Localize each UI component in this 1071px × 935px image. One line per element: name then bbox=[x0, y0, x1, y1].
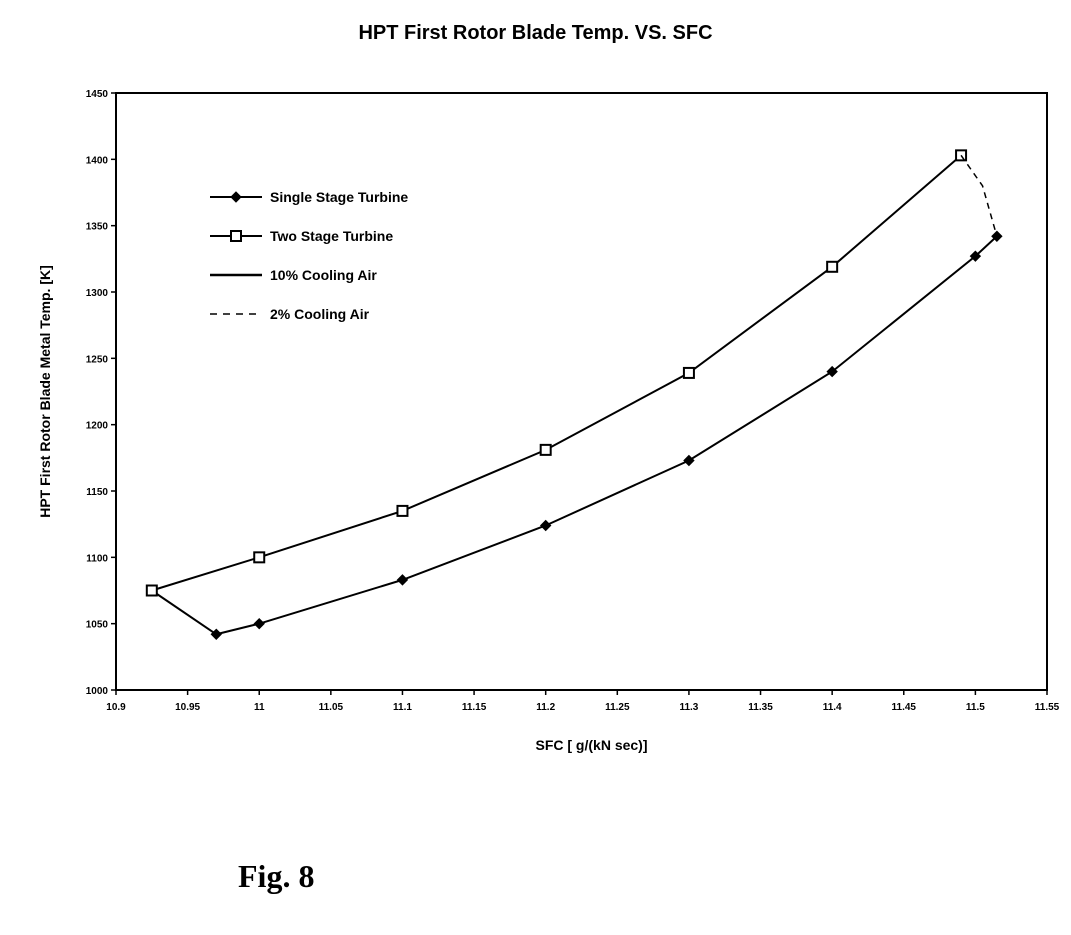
y-tick-label: 1100 bbox=[86, 553, 108, 564]
x-tick-label: 11.35 bbox=[748, 702, 773, 713]
data-point bbox=[539, 519, 552, 532]
legend-item: 2% Cooling Air bbox=[210, 306, 370, 322]
data-point bbox=[826, 365, 838, 378]
y-tick-label: 1400 bbox=[86, 155, 109, 166]
legend-marker bbox=[230, 191, 242, 203]
y-tick-label: 1150 bbox=[86, 487, 108, 498]
figure-label: Fig. 8 bbox=[238, 858, 315, 894]
y-axis-label: HPT First Rotor Blade Metal Temp. [K] bbox=[37, 265, 53, 518]
legend-item: Single Stage Turbine bbox=[210, 189, 408, 205]
legend-label: 10% Cooling Air bbox=[270, 267, 377, 283]
legend-label: 2% Cooling Air bbox=[270, 306, 370, 322]
data-point bbox=[396, 574, 409, 586]
series-line bbox=[151, 154, 962, 592]
axes bbox=[115, 92, 1048, 691]
x-tick-label: 11.2 bbox=[536, 702, 555, 713]
data-point bbox=[969, 250, 982, 262]
series-1 bbox=[145, 149, 968, 597]
plot-frame bbox=[115, 92, 1048, 691]
data-point bbox=[826, 260, 839, 273]
legend-item: 10% Cooling Air bbox=[210, 267, 377, 283]
y-tick-label: 1200 bbox=[86, 421, 109, 432]
x-tick-label: 10.95 bbox=[175, 702, 200, 713]
data-point bbox=[683, 454, 695, 467]
x-tick-label: 11.15 bbox=[462, 702, 487, 713]
x-tick-label: 11.05 bbox=[319, 702, 344, 713]
data-point bbox=[539, 443, 552, 456]
cooling-line-path bbox=[960, 154, 998, 237]
x-axis-label: SFC [ g/(kN sec)] bbox=[535, 737, 647, 753]
y-tick-label: 1000 bbox=[86, 686, 109, 697]
x-tick-label: 11.25 bbox=[605, 702, 630, 713]
x-tick-label: 11.1 bbox=[393, 702, 412, 713]
x-tick-label: 11.45 bbox=[892, 702, 917, 713]
series-0 bbox=[146, 230, 1003, 640]
legend-item: Two Stage Turbine bbox=[210, 228, 393, 244]
y-tick-label: 1450 bbox=[86, 89, 109, 100]
data-point bbox=[991, 230, 1003, 242]
y-tick-label: 1250 bbox=[86, 354, 109, 365]
legend-marker bbox=[230, 230, 242, 242]
data-point bbox=[253, 617, 265, 630]
x-tick-label: 11.55 bbox=[1035, 702, 1060, 713]
legend-label: Two Stage Turbine bbox=[270, 228, 393, 244]
ticks: 10.9 10.95 11 11.05 11.1 11.15 11.2 11.25 11.3 11… bbox=[86, 89, 1060, 713]
x-tick-label: 11.5 bbox=[966, 702, 985, 713]
x-tick-label: 10.9 bbox=[106, 702, 126, 713]
data-point bbox=[210, 628, 222, 640]
data-point bbox=[145, 584, 158, 597]
data-point bbox=[396, 504, 409, 517]
chart-title: HPT First Rotor Blade Temp. VS. SFC bbox=[358, 22, 713, 44]
y-tick-label: 1350 bbox=[86, 222, 109, 233]
series-layer bbox=[145, 149, 1003, 640]
x-tick-label: 11.4 bbox=[823, 702, 842, 713]
data-point bbox=[682, 366, 695, 379]
legend-label: Single Stage Turbine bbox=[270, 189, 408, 205]
data-point bbox=[253, 551, 266, 564]
x-tick-label: 11.3 bbox=[679, 702, 698, 713]
y-tick-label: 1050 bbox=[86, 620, 109, 631]
y-tick-label: 1300 bbox=[86, 288, 109, 299]
legend: Single Stage Turbine Two Stage Turbine 10%… bbox=[210, 189, 408, 322]
cooling-line-1 bbox=[960, 154, 998, 237]
x-tick-label: 11 bbox=[254, 702, 265, 713]
